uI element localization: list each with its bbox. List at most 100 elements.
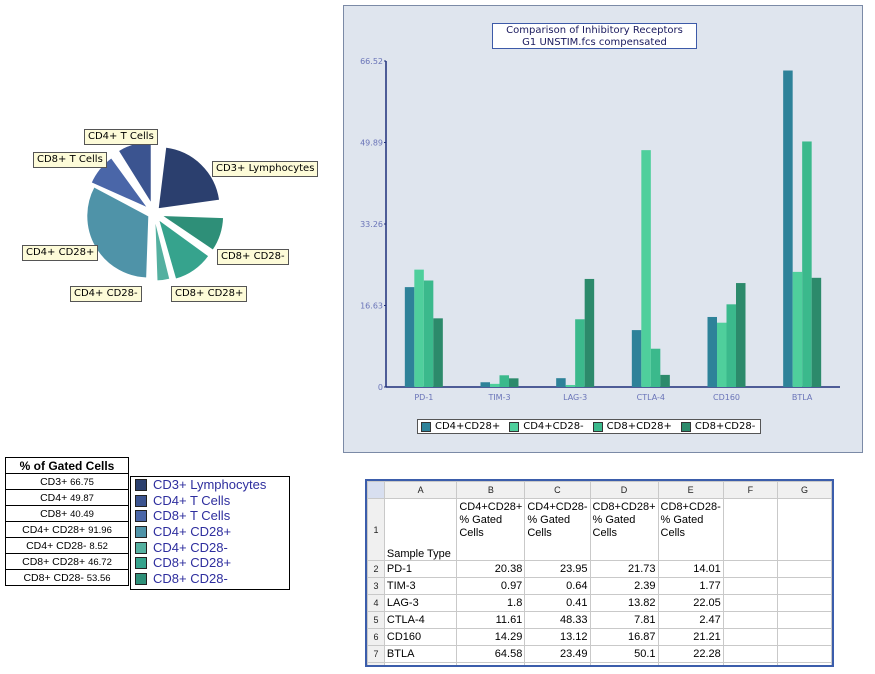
bar-ctla-4-3 bbox=[650, 348, 661, 387]
sheet-cell[interactable] bbox=[722, 560, 778, 578]
sheet-cell[interactable]: 0.64 bbox=[524, 577, 591, 595]
sheet-cell[interactable]: 64.58 bbox=[456, 645, 526, 663]
sheet-cell[interactable] bbox=[776, 577, 832, 595]
sheet-cell[interactable] bbox=[722, 645, 778, 663]
column-header[interactable]: A bbox=[383, 481, 458, 499]
sheet-cell[interactable] bbox=[722, 594, 778, 612]
pie-legend-label: CD4+ CD28+ bbox=[153, 523, 232, 539]
stat-value: 8.52 bbox=[89, 540, 108, 552]
row-header[interactable]: 1 bbox=[367, 498, 385, 561]
bar-btla-1 bbox=[783, 70, 793, 388]
row-header[interactable] bbox=[367, 662, 385, 665]
sheet-cell[interactable]: 20.38 bbox=[456, 560, 526, 578]
pie-legend-swatch bbox=[135, 541, 147, 554]
sheet-cell[interactable] bbox=[657, 662, 724, 665]
sheet-cell[interactable] bbox=[776, 611, 832, 629]
sheet-cell[interactable] bbox=[722, 628, 778, 646]
row-header[interactable]: 2 bbox=[367, 560, 385, 578]
sheet-cell[interactable]: TIM-3 bbox=[383, 577, 458, 595]
column-header[interactable]: C bbox=[524, 481, 591, 499]
sheet-cell[interactable] bbox=[776, 594, 832, 612]
sheet-cell[interactable]: 2.47 bbox=[657, 611, 724, 629]
gated-cells-header: % of Gated Cells bbox=[5, 457, 129, 474]
sheet-cell[interactable]: CD4+CD28+ % Gated Cells bbox=[456, 498, 526, 561]
sheet-cell[interactable]: 1.77 bbox=[657, 577, 724, 595]
sheet-cell[interactable]: 50.1 bbox=[589, 645, 659, 663]
pie-label-cd4-cd28-pos: CD4+ CD28+ bbox=[22, 245, 99, 261]
sheet-cell[interactable]: CD8+CD28+ % Gated Cells bbox=[589, 498, 659, 561]
sheet-cell[interactable]: CTLA-4 bbox=[383, 611, 458, 629]
sheet-cell[interactable]: 0.97 bbox=[456, 577, 526, 595]
row-header[interactable]: 7 bbox=[367, 645, 385, 663]
sheet-cell[interactable]: PD-1 bbox=[383, 560, 458, 578]
row-header[interactable]: 6 bbox=[367, 628, 385, 646]
stat-row-cd4-cd28-pos: CD4+ CD28+ 91.96 bbox=[5, 521, 129, 538]
row-header[interactable]: 3 bbox=[367, 577, 385, 595]
bar-tim-3-3 bbox=[499, 375, 509, 387]
sheet-cell[interactable]: LAG-3 bbox=[383, 594, 458, 612]
bar-ctla-4-1 bbox=[631, 330, 642, 387]
sheet-row bbox=[367, 662, 832, 665]
x-tick-label: TIM-3 bbox=[487, 393, 510, 402]
spreadsheet-grid: A B C D E F G 1 Sample Type CD4+CD28+ % … bbox=[367, 481, 832, 665]
pie-legend-swatch bbox=[135, 572, 147, 585]
sheet-cell[interactable] bbox=[456, 662, 526, 665]
sheet-cell[interactable]: 16.87 bbox=[589, 628, 659, 646]
bar-cd160-1 bbox=[707, 316, 717, 387]
pie-legend-swatch bbox=[135, 510, 147, 523]
sheet-cell[interactable] bbox=[776, 662, 832, 665]
sheet-cell[interactable] bbox=[722, 662, 778, 665]
spreadsheet[interactable]: A B C D E F G 1 Sample Type CD4+CD28+ % … bbox=[365, 479, 834, 667]
sheet-cell[interactable]: 48.33 bbox=[524, 611, 591, 629]
gated-cells-table: % of Gated Cells CD3+ 66.75 CD4+ 49.87 C… bbox=[5, 457, 129, 586]
column-header[interactable]: E bbox=[657, 481, 724, 499]
chart-axes bbox=[384, 60, 840, 388]
sheet-cell[interactable] bbox=[776, 645, 832, 663]
pie-legend-item: CD4+ T Cells bbox=[131, 493, 289, 509]
column-header[interactable]: B bbox=[456, 481, 526, 499]
sheet-cell[interactable]: 13.82 bbox=[589, 594, 659, 612]
column-header[interactable]: F bbox=[722, 481, 778, 499]
sheet-cell[interactable]: 22.05 bbox=[657, 594, 724, 612]
column-header[interactable]: G bbox=[776, 481, 832, 499]
pie-slices bbox=[86, 140, 225, 282]
pie-label-cd4-t-cells: CD4+ T Cells bbox=[84, 129, 158, 145]
sheet-cell[interactable]: 13.12 bbox=[524, 628, 591, 646]
sheet-cell[interactable]: 14.01 bbox=[657, 560, 724, 578]
sheet-cell[interactable]: 7.81 bbox=[589, 611, 659, 629]
sheet-row: 7 BTLA 64.58 23.49 50.1 22.28 bbox=[367, 645, 832, 663]
legend-item-cd8-cd28-pos: CD8+CD28+ bbox=[592, 421, 672, 432]
row-header[interactable]: 4 bbox=[367, 594, 385, 612]
sheet-cell[interactable] bbox=[383, 662, 458, 665]
sheet-cell[interactable]: 11.61 bbox=[456, 611, 526, 629]
sheet-cell[interactable] bbox=[722, 577, 778, 595]
sheet-cell[interactable]: CD4+CD28- % Gated Cells bbox=[524, 498, 591, 561]
stat-row-cd8: CD8+ 40.49 bbox=[5, 505, 129, 522]
sheet-cell[interactable]: CD8+CD28- % Gated Cells bbox=[657, 498, 724, 561]
sheet-cell[interactable] bbox=[524, 662, 591, 665]
sheet-cell[interactable]: 14.29 bbox=[456, 628, 526, 646]
sheet-corner[interactable] bbox=[367, 481, 385, 499]
sheet-cell[interactable] bbox=[722, 611, 778, 629]
pie-legend-label: CD8+ T Cells bbox=[153, 508, 231, 524]
sheet-cell[interactable]: 0.41 bbox=[524, 594, 591, 612]
sheet-cell[interactable] bbox=[589, 662, 659, 665]
sheet-cell[interactable] bbox=[776, 628, 832, 646]
sheet-cell[interactable]: 23.95 bbox=[524, 560, 591, 578]
sheet-cell[interactable] bbox=[776, 498, 832, 561]
sheet-cell[interactable]: 21.73 bbox=[589, 560, 659, 578]
sheet-cell[interactable]: BTLA bbox=[383, 645, 458, 663]
bar-cd160-2 bbox=[717, 322, 727, 387]
sheet-cell[interactable] bbox=[776, 560, 832, 578]
sheet-cell[interactable]: CD160 bbox=[383, 628, 458, 646]
sheet-cell[interactable]: 21.21 bbox=[657, 628, 724, 646]
sheet-cell[interactable] bbox=[722, 498, 778, 561]
sheet-cell[interactable]: 22.28 bbox=[657, 645, 724, 663]
sheet-cell[interactable]: 1.8 bbox=[456, 594, 526, 612]
sheet-cell[interactable]: Sample Type bbox=[383, 498, 458, 561]
stat-value: 46.72 bbox=[88, 556, 112, 568]
column-header[interactable]: D bbox=[589, 481, 659, 499]
sheet-cell[interactable]: 23.49 bbox=[524, 645, 591, 663]
sheet-cell[interactable]: 2.39 bbox=[589, 577, 659, 595]
row-header[interactable]: 5 bbox=[367, 611, 385, 629]
